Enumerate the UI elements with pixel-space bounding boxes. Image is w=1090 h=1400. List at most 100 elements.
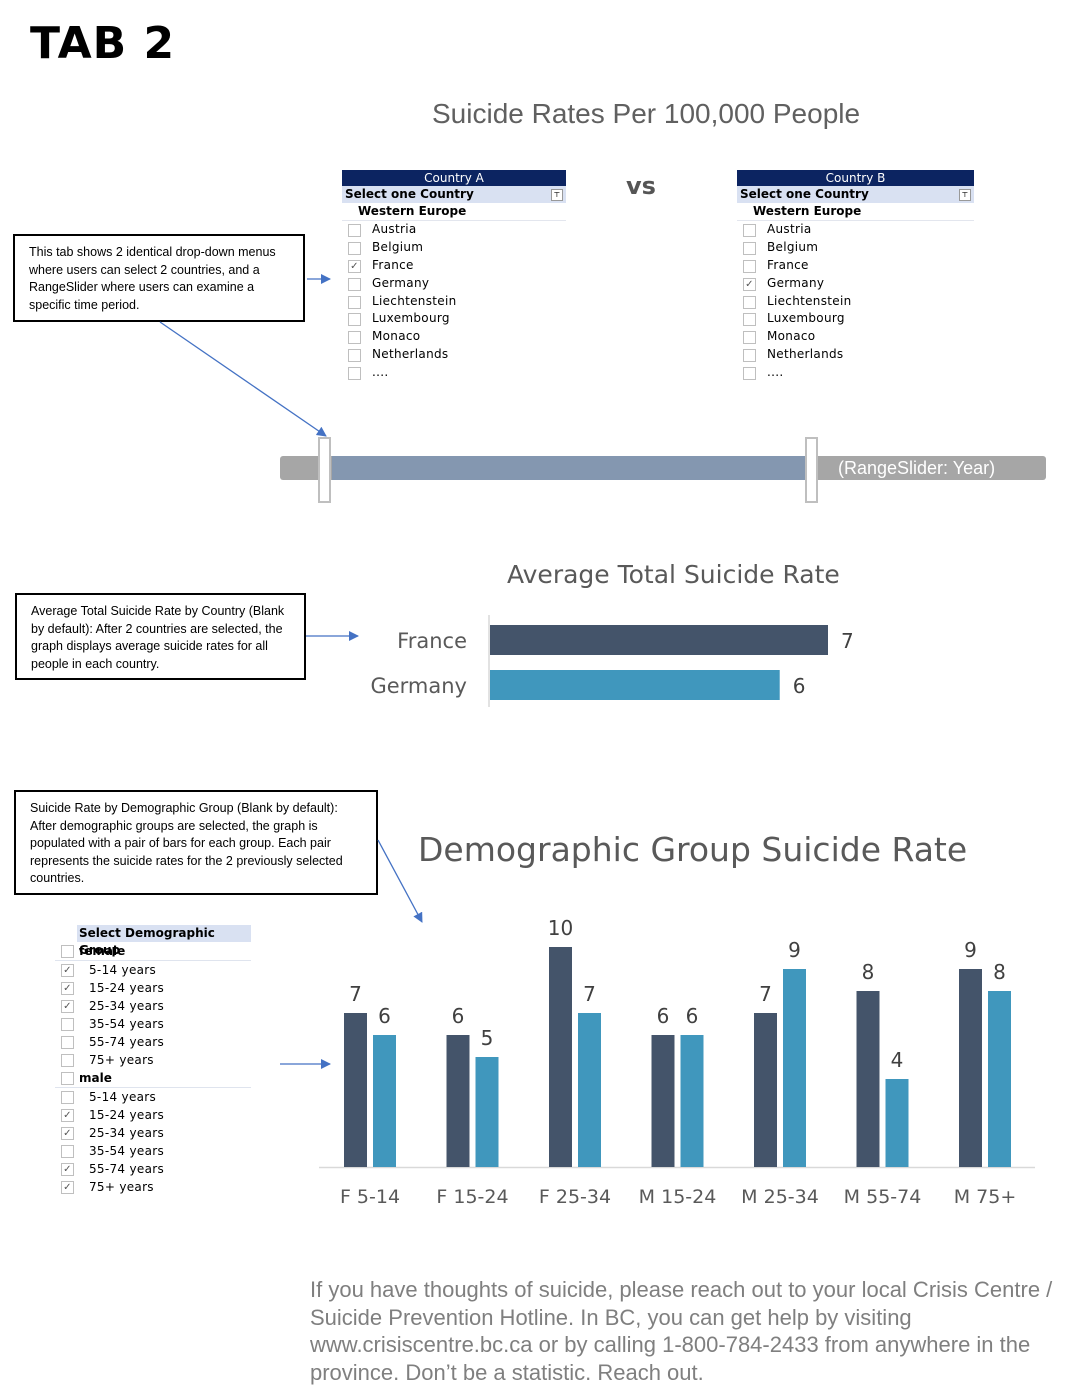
- demo-chart-title: Demographic Group Suicide Rate: [418, 830, 968, 869]
- slicer-b-item[interactable]: France: [737, 257, 974, 275]
- checkbox-icon[interactable]: [61, 1054, 74, 1067]
- demographic-item[interactable]: 35-54 years: [55, 1142, 251, 1160]
- checkbox-icon[interactable]: [348, 367, 361, 381]
- checkbox-icon[interactable]: [61, 1091, 74, 1104]
- slicer-a-item[interactable]: Luxembourg: [342, 310, 566, 328]
- slicer-b-item[interactable]: Monaco: [737, 328, 974, 346]
- demo-category-label: M 75+: [954, 1186, 1017, 1208]
- demo-value-label: 7: [759, 982, 772, 1006]
- slicer-b-item[interactable]: Austria: [737, 221, 974, 239]
- demographic-group-male[interactable]: male: [55, 1069, 251, 1088]
- item-label: Belgium: [372, 239, 424, 254]
- demographic-item[interactable]: ✓ 15-24 years: [55, 979, 251, 997]
- avg-chart-title: Average Total Suicide Rate: [507, 560, 840, 589]
- demographic-item[interactable]: 5-14 years: [55, 1088, 251, 1106]
- checkbox-icon[interactable]: [348, 313, 361, 327]
- demo-bar: [885, 1079, 909, 1167]
- demographic-item[interactable]: ✓ 25-34 years: [55, 1124, 251, 1142]
- avg-chart: France 7 Germany 6: [370, 615, 854, 707]
- checkbox-checked-icon[interactable]: ✓: [61, 982, 74, 995]
- demographic-item[interactable]: ✓ 15-24 years: [55, 1106, 251, 1124]
- checkbox-checked-icon[interactable]: ✓: [61, 1163, 74, 1176]
- slicer-b-item[interactable]: Liechtenstein: [737, 293, 974, 311]
- country-a-subheader: Select one Country ⊤: [342, 186, 566, 203]
- item-label: Austria: [372, 222, 417, 236]
- country-b-slicer[interactable]: Country B Select one Country ⊤ Western Eu…: [737, 170, 974, 382]
- demographic-item[interactable]: 55-74 years: [55, 1033, 251, 1051]
- slicer-a-item[interactable]: Netherlands: [342, 346, 566, 364]
- demographic-item[interactable]: ✓ 55-74 years: [55, 1160, 251, 1178]
- demo-bar: [446, 1035, 470, 1167]
- checkbox-icon[interactable]: [348, 241, 361, 255]
- footer-message: If you have thoughts of suicide, please …: [310, 1277, 1053, 1385]
- demo-bar: [959, 969, 982, 1167]
- slicer-a-item[interactable]: Belgium: [342, 239, 566, 257]
- checkbox-icon[interactable]: [348, 277, 361, 291]
- demo-category-label: M 55-74: [844, 1186, 922, 1208]
- range-slider-selection[interactable]: [332, 456, 808, 480]
- checkbox-icon[interactable]: [743, 331, 756, 345]
- item-label: France: [372, 257, 414, 272]
- checkbox-checked-icon[interactable]: ✓: [61, 1109, 74, 1122]
- checkbox-icon[interactable]: [743, 259, 756, 273]
- demographic-item[interactable]: ✓ 75+ years: [55, 1178, 251, 1196]
- item-label: Monaco: [372, 329, 421, 344]
- slicer-b-item[interactable]: ....: [737, 364, 974, 382]
- checkbox-icon[interactable]: [61, 1145, 74, 1158]
- slicer-a-item[interactable]: Austria: [342, 221, 566, 239]
- checkbox-icon[interactable]: [348, 295, 361, 309]
- item-label: 5-14 years: [89, 963, 157, 977]
- range-slider-label: (RangeSlider: Year): [838, 458, 996, 478]
- avg-category-label: France: [397, 629, 467, 653]
- slicer-b-item[interactable]: Netherlands: [737, 346, 974, 364]
- demo-callout: Suicide Rate by Demographic Group (Blank…: [14, 790, 378, 895]
- item-label: Netherlands: [767, 347, 844, 362]
- slicer-b-item[interactable]: ✓ Germany: [737, 275, 974, 293]
- demographic-item[interactable]: ✓ 25-34 years: [55, 997, 251, 1015]
- clear-filter-icon[interactable]: ⊤: [551, 189, 563, 201]
- checkbox-icon[interactable]: [348, 349, 361, 363]
- checkbox-icon[interactable]: [743, 224, 756, 237]
- demographic-group-female[interactable]: female: [55, 942, 251, 961]
- checkbox-icon[interactable]: [348, 224, 361, 237]
- demo-category-label: F 5-14: [340, 1186, 400, 1208]
- checkbox-icon[interactable]: [61, 1072, 74, 1085]
- checkbox-icon[interactable]: [743, 367, 756, 381]
- country-a-slicer[interactable]: Country A Select one Country ⊤ Western Eu…: [342, 170, 566, 382]
- arrow-to-range-slider: [159, 321, 327, 437]
- demo-value-label: 7: [349, 982, 362, 1006]
- checkbox-icon[interactable]: [61, 1018, 74, 1031]
- slicer-a-item[interactable]: ....: [342, 364, 566, 382]
- slicer-a-item[interactable]: Germany: [342, 275, 566, 293]
- clear-filter-icon[interactable]: ⊤: [959, 189, 971, 201]
- demo-value-label: 4: [891, 1048, 904, 1072]
- slicer-a-item[interactable]: ✓ France: [342, 257, 566, 275]
- slicer-a-item[interactable]: Monaco: [342, 328, 566, 346]
- demographic-item[interactable]: 75+ years: [55, 1051, 251, 1069]
- checkbox-icon[interactable]: [743, 313, 756, 327]
- demographic-item[interactable]: ✓ 5-14 years: [55, 961, 251, 979]
- checkbox-checked-icon[interactable]: ✓: [348, 259, 361, 273]
- item-label: Monaco: [767, 329, 816, 344]
- checkbox-checked-icon[interactable]: ✓: [61, 1181, 74, 1194]
- slicer-b-item[interactable]: Luxembourg: [737, 310, 974, 328]
- page-title: Suicide Rates Per 100,000 People: [432, 98, 861, 129]
- demo-value-label: 9: [788, 938, 801, 962]
- checkbox-icon[interactable]: [61, 1036, 74, 1049]
- range-slider-start-handle[interactable]: [318, 437, 331, 503]
- checkbox-icon[interactable]: [743, 295, 756, 309]
- checkbox-checked-icon[interactable]: ✓: [61, 1000, 74, 1013]
- checkbox-checked-icon[interactable]: ✓: [743, 277, 756, 291]
- checkbox-icon[interactable]: [743, 349, 756, 363]
- range-slider-end-handle[interactable]: [805, 437, 818, 503]
- demographic-slicer[interactable]: Select Demographic Group female ✓ 5-14 yea…: [55, 925, 251, 1196]
- demo-bar: [856, 991, 880, 1167]
- checkbox-icon[interactable]: [61, 945, 74, 958]
- slicer-b-item[interactable]: Belgium: [737, 239, 974, 257]
- checkbox-icon[interactable]: [743, 241, 756, 255]
- slicer-a-item[interactable]: Liechtenstein: [342, 293, 566, 311]
- checkbox-icon[interactable]: [348, 331, 361, 345]
- checkbox-checked-icon[interactable]: ✓: [61, 1127, 74, 1140]
- checkbox-checked-icon[interactable]: ✓: [61, 964, 74, 977]
- demographic-item[interactable]: 35-54 years: [55, 1015, 251, 1033]
